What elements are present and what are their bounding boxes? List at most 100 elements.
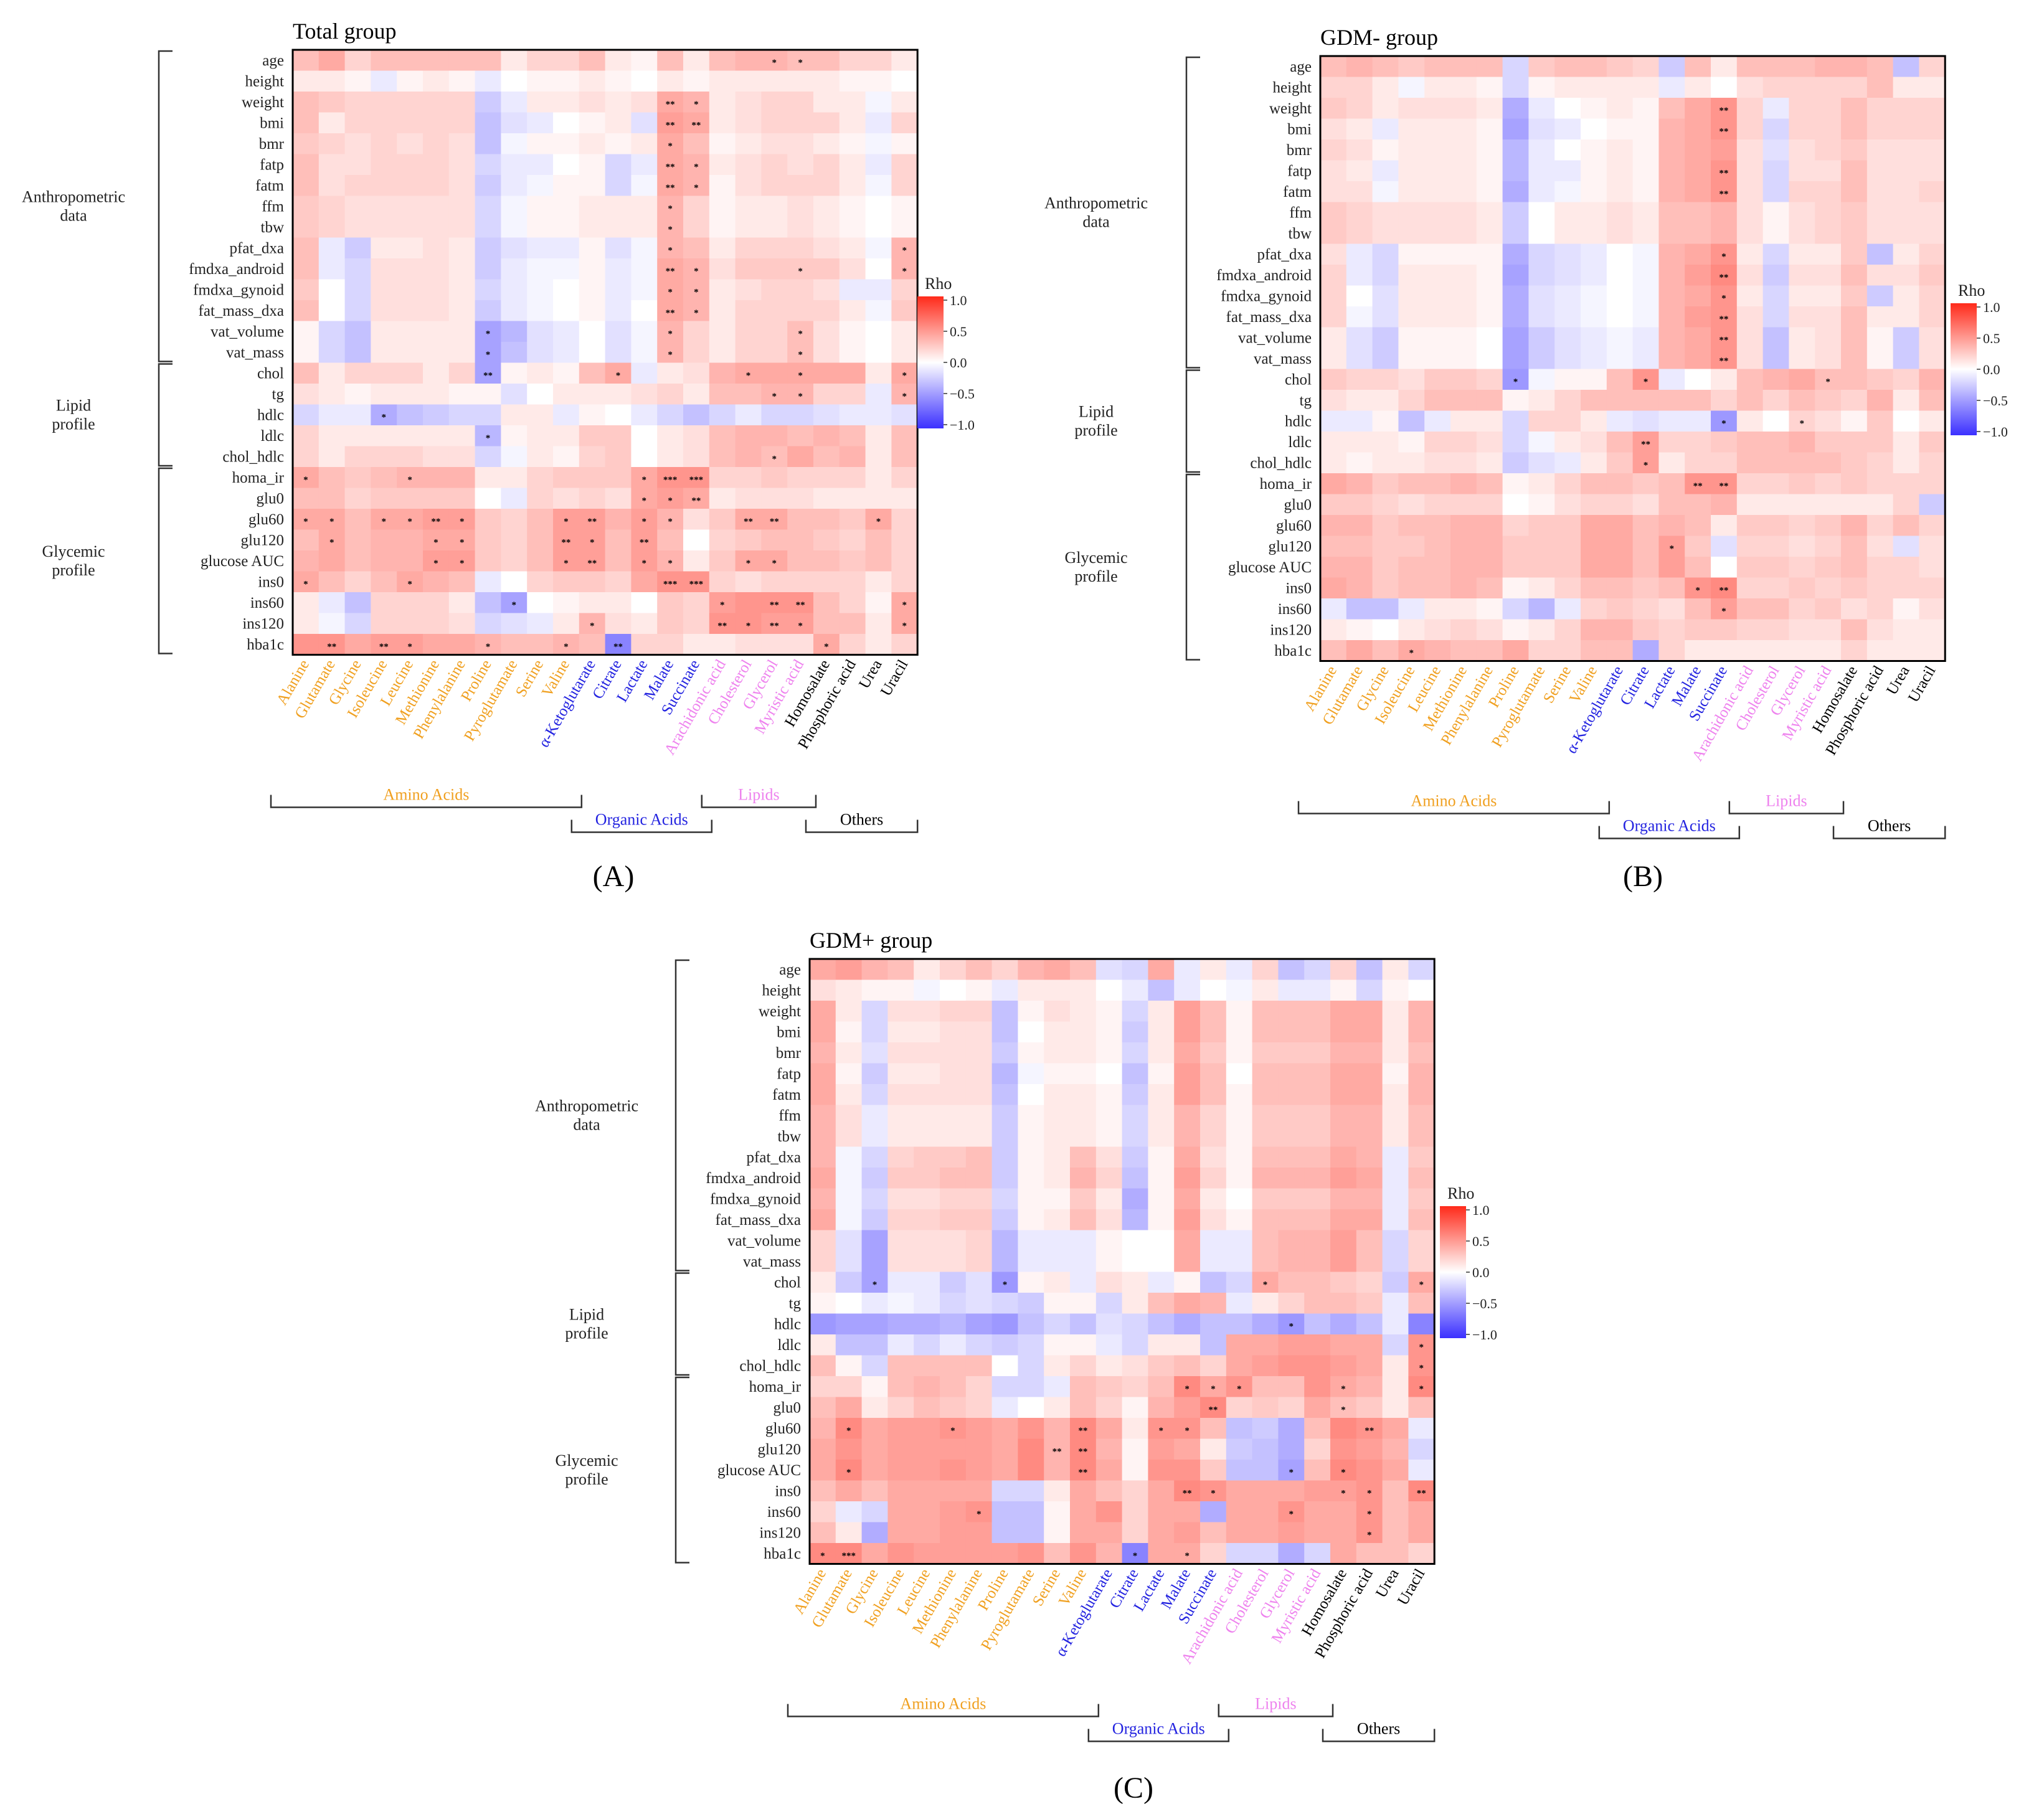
heatmap-cell [475, 404, 501, 426]
heatmap-cell [579, 342, 605, 363]
heatmap-cell [448, 384, 475, 405]
heatmap-cell [1711, 98, 1738, 119]
heatmap-cell [1919, 390, 1946, 411]
heatmap-cell [501, 154, 528, 176]
heatmap-cell [1841, 598, 1868, 620]
heatmap-cell [371, 279, 397, 301]
heatmap-cell [1502, 327, 1529, 349]
heatmap-cell [1398, 598, 1425, 620]
significance-mark: * [1367, 1488, 1372, 1498]
heatmap-cell [787, 50, 814, 71]
heatmap-cell [1841, 494, 1868, 516]
heatmap-cell [1095, 1376, 1122, 1397]
heatmap-cell [813, 509, 840, 530]
heatmap-cell [1502, 139, 1529, 161]
heatmap-cell [1356, 1021, 1383, 1043]
heatmap-cell [475, 279, 501, 301]
heatmap-cell [810, 1188, 836, 1210]
heatmap-cell [1736, 369, 1763, 390]
row-group-bracket [674, 959, 689, 1272]
heatmap-cell [1711, 473, 1738, 494]
significance-mark: ** [666, 308, 675, 318]
row-label-ins120: ins120 [759, 1524, 801, 1541]
heatmap-cell [553, 133, 580, 154]
heatmap-cell [965, 1063, 992, 1085]
heatmap-cell [787, 425, 814, 446]
heatmap-cell [1893, 56, 1919, 77]
heatmap-cell [1867, 56, 1893, 77]
heatmap-cell [965, 1355, 992, 1377]
heatmap-cell [835, 1126, 862, 1147]
heatmap-cell [1095, 1084, 1122, 1105]
heatmap-cell [839, 112, 866, 134]
heatmap-cell [1408, 1418, 1435, 1439]
heatmap-cell [1408, 1460, 1435, 1481]
heatmap-cell [1148, 1543, 1175, 1564]
row-group-label: profile [565, 1324, 608, 1342]
heatmap-cell [839, 384, 866, 405]
heatmap-cell [1070, 1251, 1097, 1272]
heatmap-cell [293, 571, 319, 593]
heatmap-cell [1382, 1272, 1409, 1293]
heatmap-cell [1252, 959, 1279, 980]
heatmap-cell [1502, 640, 1529, 661]
heatmap-cell [1424, 494, 1451, 516]
heatmap-cell [397, 362, 423, 384]
heatmap-cell [371, 217, 397, 238]
heatmap-cell [1658, 139, 1685, 161]
heatmap-cell [1018, 1293, 1044, 1314]
heatmap-cell [657, 300, 684, 321]
heatmap-cell [371, 133, 397, 154]
heatmap-cell [1893, 202, 1919, 224]
heatmap-cell [1476, 369, 1503, 390]
heatmap-cell [1528, 619, 1555, 641]
heatmap-cell [1070, 1418, 1097, 1439]
heatmap-cell [344, 175, 371, 196]
row-label-homa-ir: homa_ir [1260, 476, 1312, 493]
heatmap-cell [318, 175, 345, 196]
heatmap-cell [1044, 1084, 1071, 1105]
heatmap-cell [1122, 1313, 1148, 1335]
heatmap-cell [605, 70, 632, 92]
significance-mark: * [798, 350, 803, 360]
heatmap-cell [448, 467, 475, 488]
heatmap-cell [1346, 118, 1373, 140]
heatmap-cell [1711, 243, 1738, 265]
heatmap-cell [344, 362, 371, 384]
significance-mark: * [1721, 293, 1726, 303]
heatmap-cell [1815, 265, 1842, 286]
significance-mark: * [1670, 544, 1675, 554]
heatmap-cell [965, 1480, 992, 1502]
significance-mark: * [694, 308, 699, 318]
heatmap-cell [1148, 1168, 1175, 1189]
heatmap-cell [1278, 1334, 1305, 1356]
heatmap-cell [344, 592, 371, 613]
heatmap-cell [448, 529, 475, 551]
heatmap-cell [991, 1293, 1018, 1314]
heatmap-cell [1581, 160, 1607, 182]
heatmap-cell [1398, 494, 1425, 516]
chart-title: Total group [293, 19, 396, 44]
heatmap-cell [1408, 1397, 1435, 1418]
heatmap-cell [1122, 1209, 1148, 1230]
heatmap-cell [1330, 1522, 1357, 1544]
heatmap-cell [965, 1543, 992, 1564]
heatmap-cell [397, 279, 423, 301]
heatmap-cell [865, 488, 892, 509]
heatmap-cell [631, 237, 658, 259]
heatmap-cell [1581, 243, 1607, 265]
heatmap-cell [1095, 1188, 1122, 1210]
significance-mark: * [1159, 1426, 1164, 1436]
heatmap-cell [1554, 202, 1581, 224]
heatmap-cell [1606, 223, 1633, 244]
heatmap-cell [1528, 77, 1555, 98]
heatmap-cell [839, 550, 866, 572]
heatmap-cell [605, 446, 632, 468]
heatmap-cell [965, 1021, 992, 1043]
heatmap-cell [1356, 1376, 1383, 1397]
heatmap-cell [1200, 1042, 1227, 1064]
heatmap-cell [1174, 1501, 1201, 1522]
significance-mark: * [1419, 1384, 1424, 1394]
heatmap-cell [1867, 494, 1893, 516]
